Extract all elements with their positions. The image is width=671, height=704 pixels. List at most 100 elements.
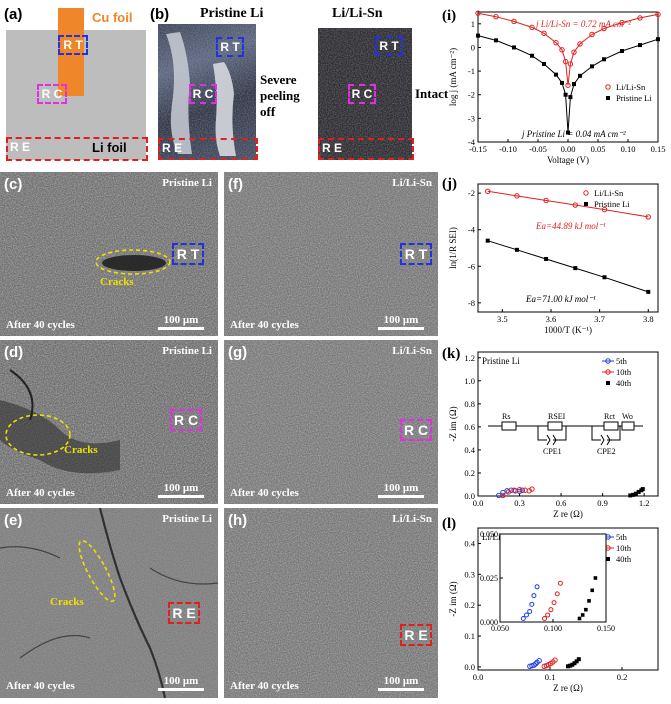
legend-label: Pristine Li [594, 199, 630, 209]
data-point [656, 37, 660, 42]
legend-marker [605, 369, 611, 375]
data-point [640, 487, 645, 492]
data-point [571, 49, 577, 55]
resistor-label: Rct [604, 412, 616, 421]
legend-marker [605, 84, 611, 90]
data-point [511, 18, 517, 25]
data-point [512, 45, 516, 50]
equivalent-circuit: Rs RSEI Rct Wo CPE1 CPE2 [488, 412, 643, 456]
data-point [514, 193, 520, 199]
data-point [589, 31, 595, 38]
inset-point [527, 608, 533, 614]
resistor [547, 421, 563, 431]
panel-label-c: (c) [4, 176, 23, 193]
pristine-photo-title: Pristine Li [200, 6, 264, 21]
inset-x-tick-label: 0.150 [597, 624, 615, 633]
data-point [573, 266, 578, 271]
data-point [511, 487, 517, 493]
cracks-label-c: Cracks [100, 276, 134, 288]
b-box-re-left [158, 138, 258, 160]
inset-point [542, 615, 548, 621]
sem-foot-f: After 40 cycles [230, 319, 299, 331]
annotation-top: j Li/Li-Sn = 0.72 mA cm⁻² [535, 19, 631, 29]
data-point [620, 49, 624, 53]
panel-label-a: (a) [4, 6, 23, 23]
resistor [501, 421, 517, 431]
y-tick-label: 0.3 [464, 569, 475, 579]
crack-ellipse-c [95, 249, 171, 275]
data-point [514, 247, 519, 252]
panel-label-i: (i) [442, 8, 456, 24]
data-point [602, 57, 606, 62]
series-pristine-li [485, 238, 651, 294]
b-tag-re-left: R E [162, 141, 183, 155]
series-5th [527, 658, 542, 669]
panel-label-e: (e) [4, 512, 23, 529]
sem-title-h: Li/Li-Sn [392, 513, 432, 525]
legend-label: 5th [616, 356, 628, 366]
b-tag-rc-left: R C [189, 84, 217, 104]
data-point [475, 10, 481, 16]
data-point [505, 489, 512, 495]
data-point [645, 214, 651, 220]
annotation-top: Ea=44.89 kJ mol⁻¹ [535, 221, 606, 231]
y-tick-label: 1 [471, 19, 475, 29]
x-tick-label: -0.10 [499, 144, 517, 154]
data-point [532, 661, 539, 667]
data-point [577, 41, 583, 47]
plot-frame [477, 351, 659, 497]
note-intact: Intact [415, 86, 449, 101]
panel-b: (b) Pristine Li Li/Li-Sn R T R C R E Sev… [150, 0, 448, 168]
data-point [542, 62, 546, 66]
inset-point [590, 588, 595, 593]
inset-point [593, 576, 598, 580]
sem-title-e: Pristine Li [162, 513, 212, 525]
series-40th [566, 657, 581, 669]
y-tick-label: -1 [468, 66, 475, 76]
data-point [568, 95, 573, 100]
data-point [500, 492, 506, 499]
data-point [529, 486, 535, 492]
data-point [485, 238, 490, 243]
cracks-label-d: Cracks [64, 444, 98, 456]
scale-bar-d: 100 μm [158, 482, 204, 498]
chart-title: Pristine Li [482, 356, 520, 366]
chart-i: (i) -0.15 -0.10 -0.05 0.00 0.05 0.10 0.15 -4 -3 -2… [442, 8, 665, 165]
crack-ellipse-e [78, 539, 116, 603]
region-tag-e: R E [168, 602, 200, 624]
sem-panel-f: (f) Li/Li-Sn R T After 40 cycles 100 μm [224, 172, 438, 336]
sem-title-g: Li/Li-Sn [392, 345, 432, 357]
b-box-re-right [318, 138, 414, 160]
region-tag-re: R E [10, 140, 31, 154]
warburg [621, 421, 635, 431]
inset-y-tick-label: 0.025 [480, 574, 498, 583]
region-tag-h: R E [400, 624, 432, 646]
data-point [485, 188, 491, 195]
series-line [487, 190, 649, 218]
y-tick-label: 0.4 [464, 445, 475, 455]
data-point [567, 61, 574, 67]
scale-bar-g: 100 μm [378, 482, 424, 498]
inset-point [587, 599, 591, 603]
series-li-li-sn [485, 188, 651, 220]
region-tag-d: R C [170, 409, 202, 431]
b-tag-rt-right: R T [375, 36, 403, 56]
data-point [602, 275, 607, 280]
annotation-bottom: Ea=71.00 kJ mol⁻¹ [525, 294, 596, 304]
scale-bar-f: 100 μm [378, 314, 424, 330]
inset-x-tick-label: 0.050 [491, 624, 509, 633]
plot-frame [477, 527, 659, 671]
y-tick-label: 0.2 [464, 468, 475, 478]
data-point [631, 492, 636, 497]
b-tag-rc-right: R C [348, 84, 376, 104]
x-tick-label: 0.05 [591, 144, 606, 154]
legend-label: 40th [616, 554, 632, 564]
legend-marker [606, 96, 610, 100]
series-line [477, 12, 659, 86]
pristine-li-photo [158, 24, 256, 160]
legend-marker [606, 381, 610, 385]
panel-label-b: (b) [150, 6, 170, 23]
scale-bar-c: 100 μm [158, 314, 204, 330]
legend-label: Pristine Li [616, 93, 652, 103]
region-tag-f: R T [400, 243, 432, 265]
